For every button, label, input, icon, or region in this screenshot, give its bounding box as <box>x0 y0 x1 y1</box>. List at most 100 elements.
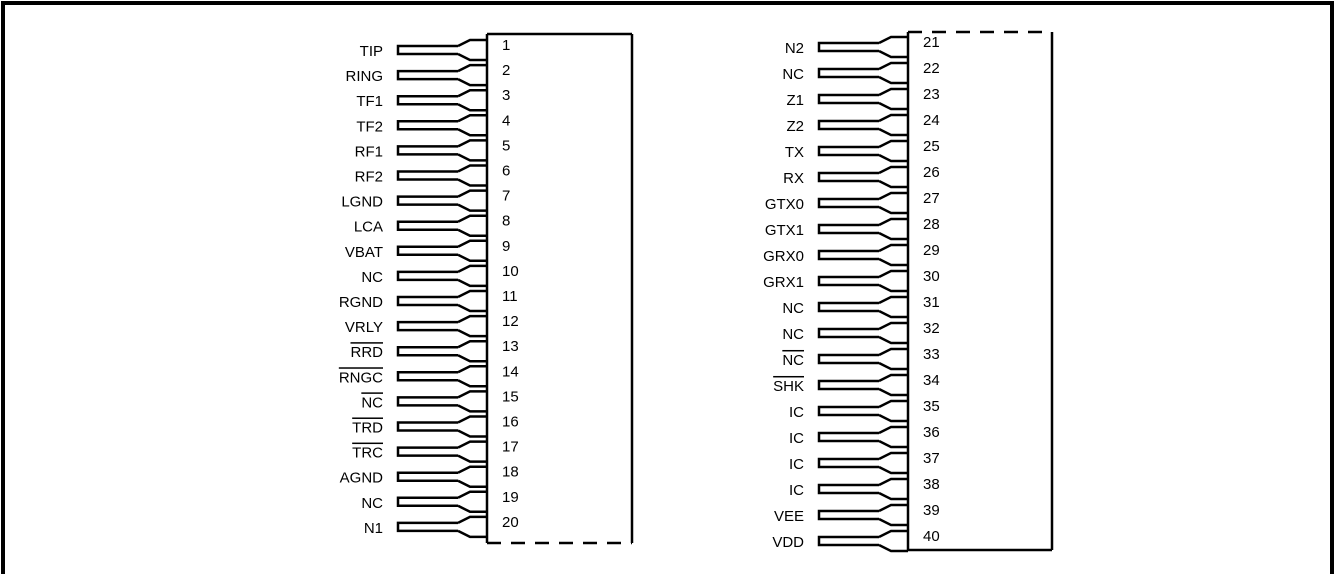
pin-number: 16 <box>502 413 519 430</box>
pin-lead <box>817 87 908 111</box>
pin-number: 38 <box>923 476 940 493</box>
pin-label: NC <box>782 352 804 369</box>
pin-label: RING <box>346 68 384 85</box>
pin-label: RGND <box>339 294 383 311</box>
pin-lead <box>817 269 908 293</box>
pin-lead <box>396 114 487 137</box>
pin-number: 33 <box>923 346 940 363</box>
pin-lead <box>817 477 908 501</box>
pin-lead <box>396 390 487 413</box>
pin-number: 1 <box>502 37 510 54</box>
pin-lead <box>817 191 908 215</box>
pin-lead <box>817 295 908 319</box>
pin-label: LGND <box>341 194 383 211</box>
pin-label: TRC <box>352 445 383 462</box>
pin-lead <box>396 289 487 313</box>
pin-label: IC <box>789 482 804 499</box>
pin-number: 31 <box>923 294 940 311</box>
pin-lead <box>396 189 487 212</box>
pin-number: 7 <box>502 188 510 205</box>
pin-label: VBAT <box>345 244 383 261</box>
pin-label: TRD <box>352 419 383 436</box>
pin-number: 39 <box>923 502 940 519</box>
pin-number: 30 <box>923 268 940 285</box>
pin-lead <box>396 314 487 338</box>
pin-lead <box>817 451 908 475</box>
pin-number: 5 <box>502 137 510 154</box>
pin-label: TX <box>785 144 804 161</box>
pin-number: 37 <box>923 450 940 467</box>
pin-number: 32 <box>923 320 940 337</box>
pin-lead <box>396 465 487 488</box>
pin-lead <box>396 239 487 263</box>
pin-label: NC <box>782 66 804 83</box>
pin-number: 12 <box>502 313 519 330</box>
pin-label: GRX0 <box>763 248 804 265</box>
pin-label: NC <box>361 394 383 411</box>
pin-label: NC <box>361 269 383 286</box>
pin-lead <box>817 373 908 397</box>
pin-label: RNGC <box>339 369 383 386</box>
pin-label: NC <box>782 300 804 317</box>
pin-label: N1 <box>364 520 383 537</box>
pin-number: 4 <box>502 112 510 129</box>
pin-lead <box>396 38 487 62</box>
pin-label: IC <box>789 404 804 421</box>
pin-lead <box>396 264 487 288</box>
pin-lead <box>817 61 908 85</box>
pin-label: NC <box>782 326 804 343</box>
pin-label: NC <box>361 495 383 512</box>
pin-lead <box>396 88 487 112</box>
pin-lead <box>396 63 487 87</box>
pin-number: 22 <box>923 60 940 77</box>
pin-number: 28 <box>923 216 940 233</box>
pin-number: 21 <box>923 34 940 51</box>
pin-label: RF2 <box>355 168 383 185</box>
pin-label: AGND <box>340 470 384 487</box>
pin-lead <box>396 214 487 237</box>
pin-number: 27 <box>923 190 940 207</box>
pin-number: 34 <box>923 372 940 389</box>
pin-label: VEE <box>774 508 804 525</box>
pin-number: 40 <box>923 528 940 545</box>
pin-lead <box>817 139 908 163</box>
pin-lead <box>817 425 908 449</box>
pin-number: 20 <box>502 514 519 531</box>
pin-number: 17 <box>502 439 519 456</box>
pin-lead <box>396 440 487 463</box>
pin-number: 13 <box>502 338 519 355</box>
pin-label: GTX0 <box>765 196 804 213</box>
pin-label: N2 <box>785 40 804 57</box>
pin-label: TF1 <box>356 93 383 110</box>
pin-number: 23 <box>923 86 940 103</box>
pin-label: Z1 <box>786 92 804 109</box>
pin-number: 10 <box>502 263 519 280</box>
pin-lead <box>817 399 908 423</box>
pin-number: 25 <box>923 138 940 155</box>
pin-label: IC <box>789 430 804 447</box>
pin-lead <box>396 415 487 438</box>
pin-lead <box>817 113 908 137</box>
pin-label: RF1 <box>355 143 383 160</box>
pin-lead <box>396 339 487 363</box>
pin-label: TIP <box>360 43 383 60</box>
pin-lead <box>817 529 908 553</box>
pin-label: TF2 <box>356 118 383 135</box>
pin-number: 35 <box>923 398 940 415</box>
pin-label: GTX1 <box>765 222 804 239</box>
pin-lead <box>817 321 908 345</box>
pin-number: 24 <box>923 112 940 129</box>
pin-lead <box>396 490 487 514</box>
pin-lead <box>396 365 487 388</box>
pin-label: GRX1 <box>763 274 804 291</box>
pin-label: RX <box>783 170 804 187</box>
pin-label: IC <box>789 456 804 473</box>
pin-label: Z2 <box>786 118 804 135</box>
pin-number: 18 <box>502 464 519 481</box>
pin-number: 2 <box>502 62 510 79</box>
pin-lead <box>817 165 908 189</box>
pin-lead <box>817 35 908 59</box>
pin-number: 3 <box>502 87 510 104</box>
pin-number: 36 <box>923 424 940 441</box>
